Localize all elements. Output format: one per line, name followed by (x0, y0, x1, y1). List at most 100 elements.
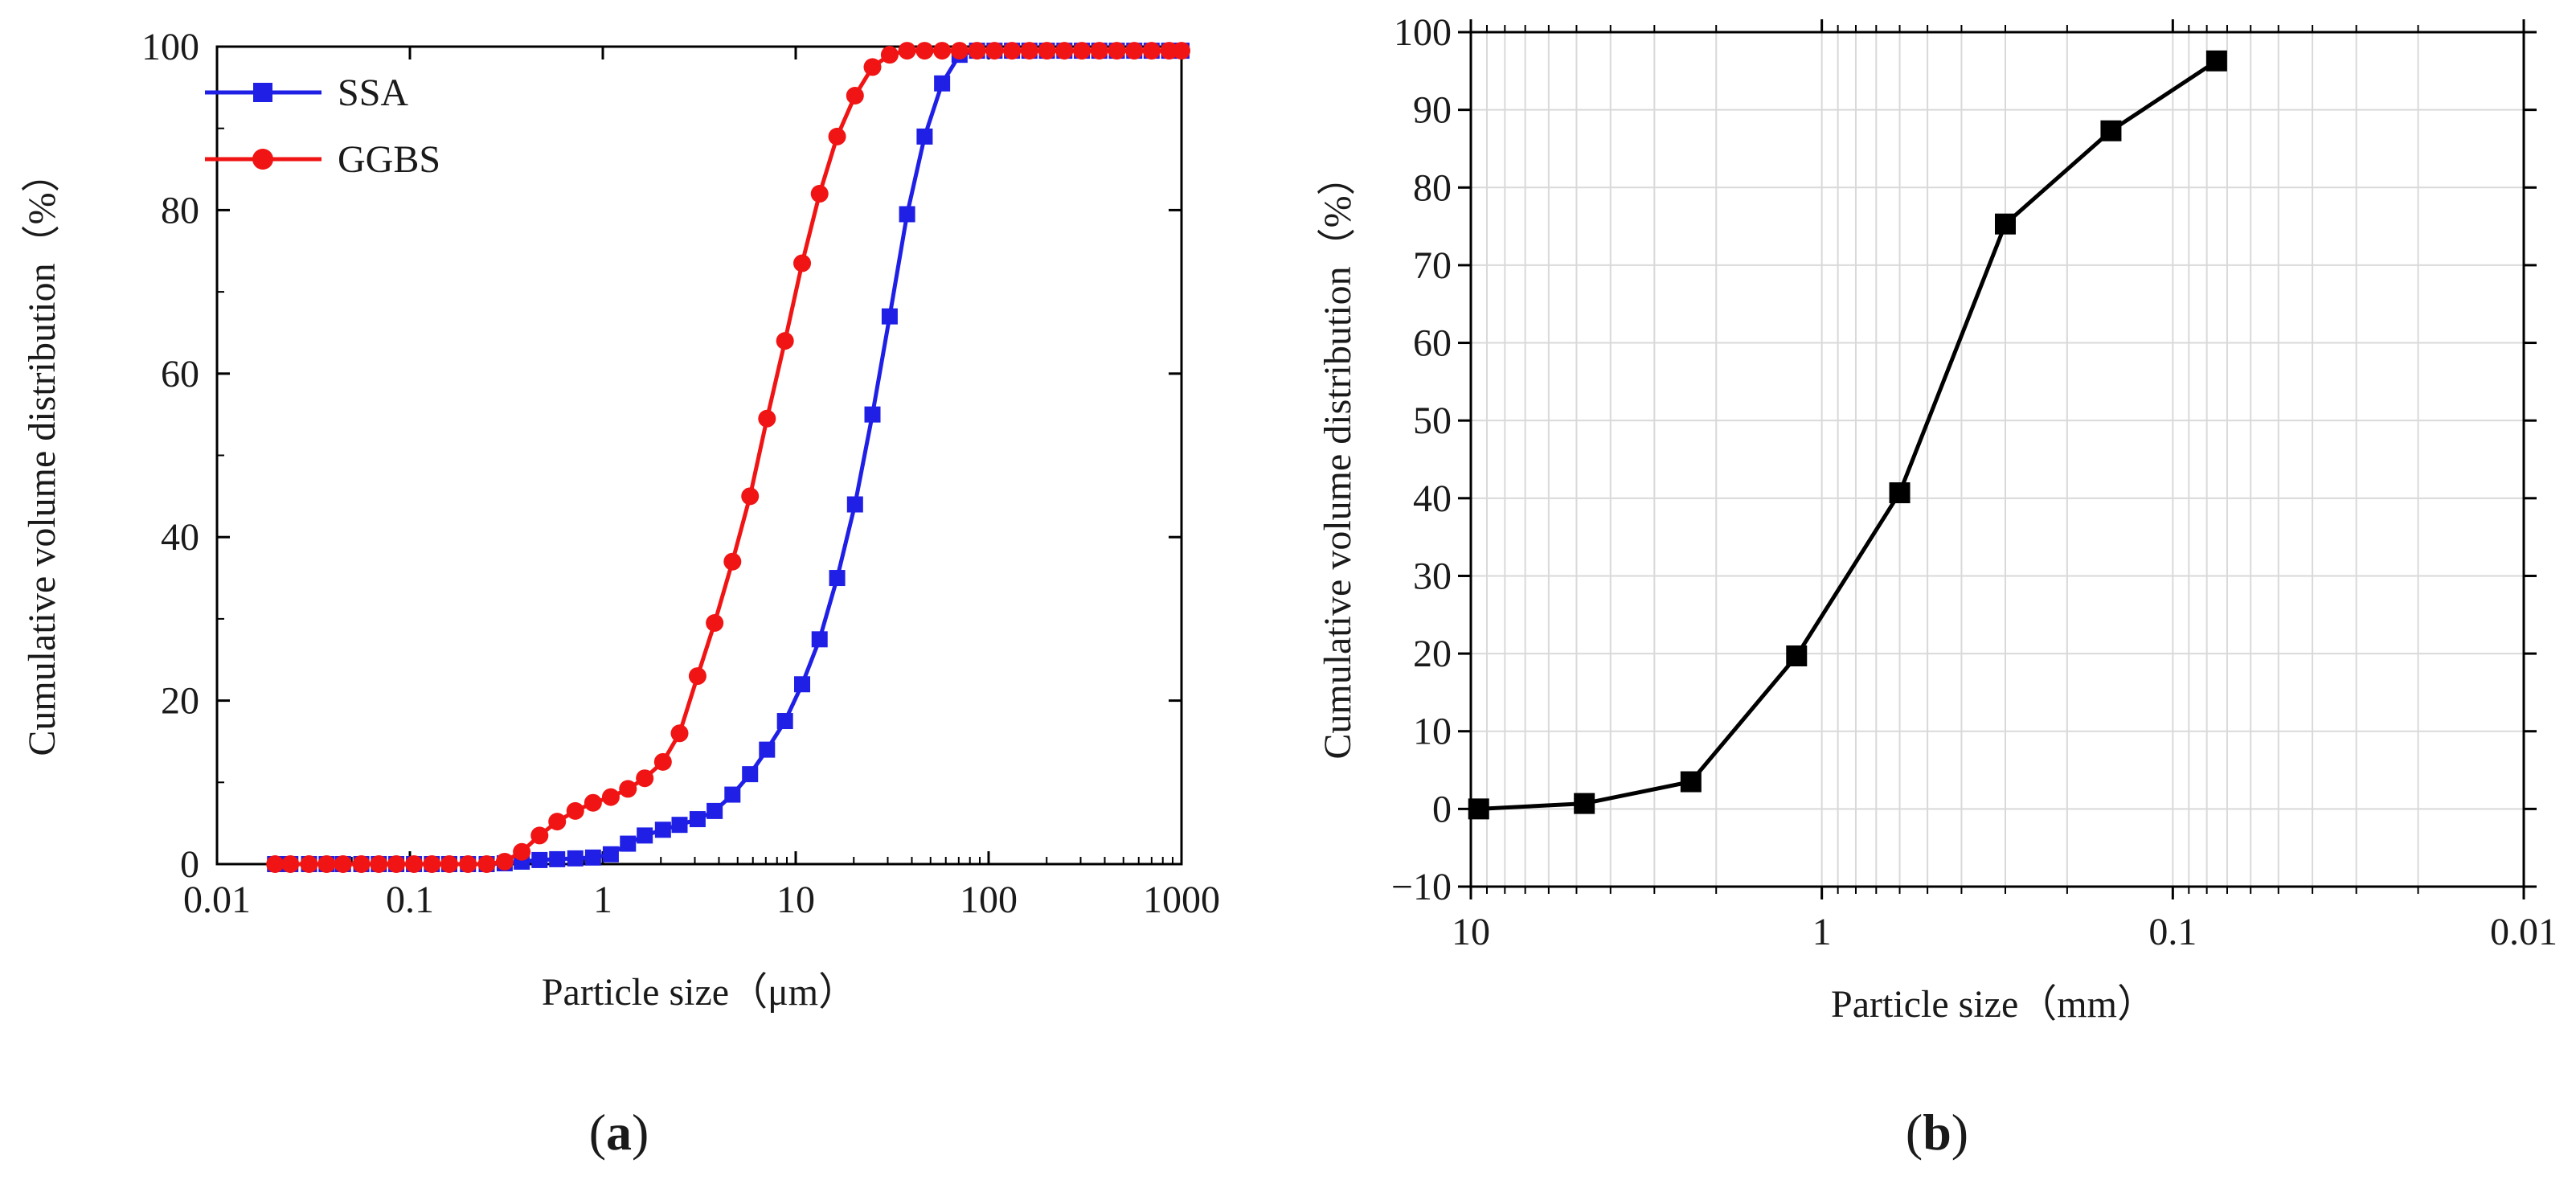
chart-a-y-tick-label: 80 (161, 189, 199, 231)
chart-a-ssa-point (549, 850, 566, 867)
chart-a-ggbs-point (530, 826, 549, 845)
chart-a-panel-label: (a) (589, 1104, 649, 1161)
chart-a-ggbs-point (1038, 42, 1056, 60)
chart-b-y-tick-label: 40 (1413, 477, 1452, 520)
chart-a-ggbs-point (566, 801, 584, 820)
chart-b-series-point (2100, 120, 2122, 141)
chart-a-ggbs-point (1003, 42, 1022, 60)
chart-a-ggbs-point (1108, 42, 1126, 60)
chart-a-ssa-point (881, 308, 898, 325)
chart-a-ggbs-point (898, 42, 916, 60)
chart-b-y-tick-label: −10 (1391, 866, 1452, 908)
chart-a-ggbs-point (863, 58, 882, 76)
chart-b-x-axis-title: Particle size（mm） (1831, 983, 2156, 1026)
chart-a-ggbs-point (459, 855, 477, 873)
chart-b-y-tick-label: 60 (1413, 322, 1452, 365)
chart-a-ggbs-point (601, 788, 620, 806)
chart-b-series (1468, 50, 2227, 820)
chart-a-ssa-point (846, 496, 863, 513)
chart-a-ssa-point (584, 849, 601, 866)
chart-b-x-tick-labels: 10 1 0.1 0.01 (1452, 911, 2558, 953)
chart-a-ggbs-point (1142, 42, 1161, 60)
legend-ggbs-label: GGBS (338, 138, 440, 181)
chart-a-ssa-point (706, 802, 723, 819)
chart-a-y-tick-label: 40 (161, 516, 199, 559)
chart-a-ssa-point (689, 811, 706, 828)
chart-a-ggbs-point (584, 793, 602, 812)
chart-a-ssa-point (759, 741, 776, 758)
chart-a-ggbs-point (741, 487, 760, 506)
chart-a-ggbs-point (423, 855, 441, 873)
chart-a-ggbs-point (723, 552, 742, 571)
chart-a-x-tick-label: 1 (593, 879, 612, 921)
chart-a-y-tick-label: 60 (161, 353, 199, 395)
chart-b-series-point (1889, 482, 1910, 504)
chart-a-ggbs-point (548, 813, 567, 831)
chart-a-ggbs-point (513, 842, 531, 861)
chart-a-ggbs-point (440, 855, 458, 873)
chart-a-ssa-point (724, 786, 741, 803)
chart-a-ggbs-point (317, 855, 336, 873)
chart-a-ssa-point (916, 128, 933, 145)
chart-a-ggbs-point (300, 855, 318, 873)
chart-a-ggbs-point (477, 855, 496, 873)
chart-a-ggbs-point (915, 42, 934, 60)
chart-a-ggbs-point (266, 855, 285, 873)
chart-b-y-tick-label: 0 (1432, 788, 1452, 830)
chart-a-ssa-point (776, 713, 793, 730)
chart-a-ssa-point (637, 827, 653, 844)
chart-b-y-tick-label: 30 (1413, 555, 1452, 597)
chart-a-ssa-point (620, 835, 637, 852)
chart-a-x-tick-label: 10 (776, 879, 815, 921)
chart-a-ggbs-point (933, 42, 952, 60)
chart-a-y-axis-title: Cumulative volume distribution（%） (21, 154, 63, 756)
chart-b-series-point (1786, 645, 1808, 666)
chart-a-ggbs-point (1173, 42, 1190, 60)
chart-a-ggbs-point (281, 855, 300, 873)
chart-a-ggbs-point (706, 613, 724, 632)
chart-b-series-point (1468, 798, 1489, 820)
chart-a-ggbs-point (619, 780, 637, 798)
chart-a-ggbs-point (985, 42, 1004, 60)
chart-a-ssa-point (864, 406, 881, 423)
chart-a-ggbs-point (1020, 42, 1038, 60)
chart-a-ssa-point (829, 570, 846, 587)
chart-a-ggbs-point (1125, 42, 1144, 60)
chart-a-ssa-point (811, 631, 828, 648)
chart-a-ggbs-point (653, 752, 672, 771)
chart-a-ggbs-point (1055, 42, 1074, 60)
chart-a-ggbs-point (950, 42, 969, 60)
chart-a-ggbs-point (387, 855, 406, 873)
chart-b-y-tick-label: 70 (1413, 244, 1452, 287)
chart-a-ggbs-point (968, 42, 986, 60)
chart-a-ssa-point (794, 676, 811, 693)
chart-a-legend: SSA GGBS (205, 72, 440, 181)
chart-b-series-line (1478, 59, 2218, 811)
chart-b-series-point (2205, 50, 2227, 72)
chart-b-y-tick-label: 10 (1413, 711, 1452, 753)
chart-b-ticks (1458, 19, 2537, 899)
chart-a-x-tick-labels: 0.01 0.1 1 10 100 1000 (183, 879, 1220, 921)
chart-a-x-tick-label: 0.01 (183, 879, 251, 921)
legend-ssa-label: SSA (338, 72, 408, 114)
chart-b-y-tick-label: 50 (1413, 399, 1452, 442)
chart-a-x-tick-label: 1000 (1143, 879, 1220, 921)
chart-a-x-axis-title: Particle size（μm） (542, 971, 857, 1014)
chart-a-ggbs-point (828, 127, 846, 145)
chart-a-ggbs-point (688, 667, 706, 686)
chart-a-ssa-point (602, 846, 619, 862)
chart-a-ggbs-point (1073, 42, 1091, 60)
chart-a-ggbs-point (810, 185, 829, 203)
chart-a-ssa-point (567, 850, 584, 867)
chart-b-series-point (1574, 793, 1595, 814)
chart-a-ssa-point (934, 75, 951, 92)
chart-a-ggbs-point (636, 769, 654, 788)
chart-a-y-tick-label: 20 (161, 680, 199, 723)
chart-b-y-tick-label: 80 (1413, 166, 1452, 209)
chart-b-y-tick-label: 90 (1413, 89, 1452, 132)
chart-a-ggbs-point (880, 46, 899, 64)
chart-a-ggbs-point (1090, 42, 1108, 60)
chart-a-ggbs-point (776, 332, 794, 350)
